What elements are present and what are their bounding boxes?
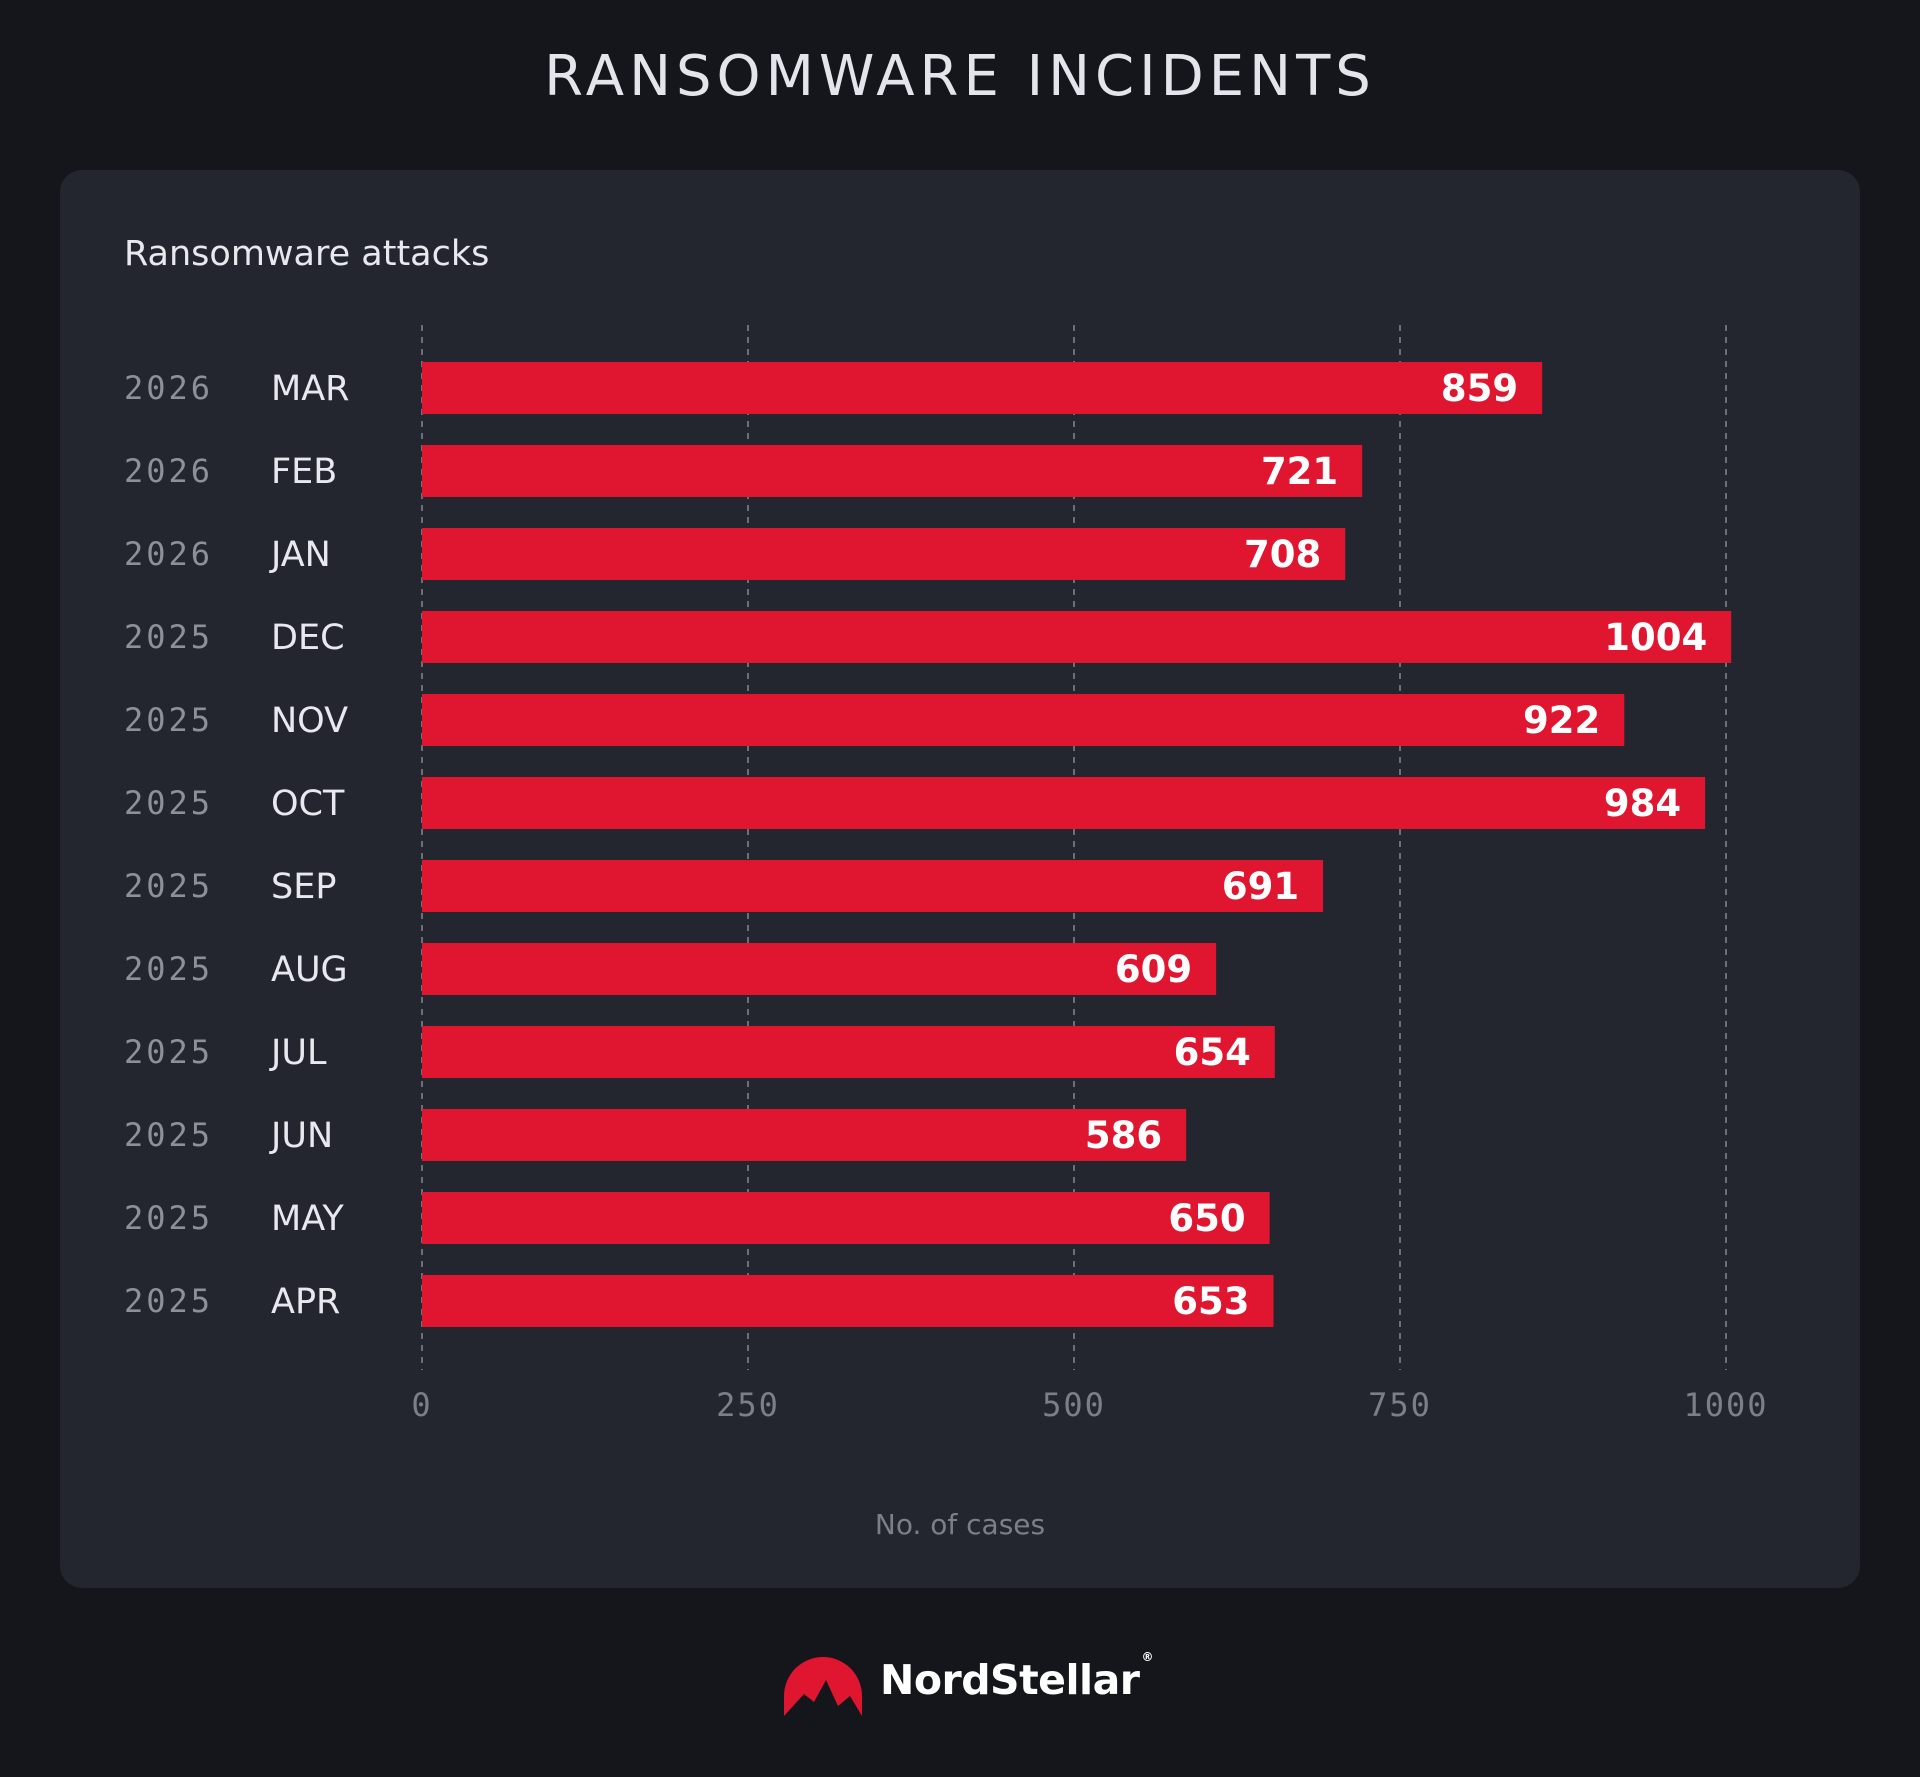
x-tick-label: 750: [1368, 1386, 1432, 1424]
month-label: JAN: [269, 535, 331, 575]
year-label: 2025: [124, 618, 213, 656]
mountain-peak-icon: [784, 1657, 862, 1716]
bar: [422, 777, 1706, 829]
year-label: 2025: [124, 1116, 213, 1154]
year-label: 2025: [124, 950, 213, 988]
brand-logo: NordStellar ®: [780, 1644, 1153, 1716]
x-tick-label: 250: [716, 1386, 780, 1424]
bar: [422, 1109, 1187, 1161]
data-label: 653: [1172, 1280, 1249, 1323]
month-label: APR: [271, 1282, 340, 1322]
data-label: 654: [1174, 1031, 1251, 1074]
x-axis-label: No. of cases: [874, 1508, 1046, 1541]
bar: [422, 694, 1625, 746]
month-label: NOV: [271, 701, 348, 741]
month-label: SEP: [271, 867, 336, 907]
month-label: AUG: [271, 950, 348, 990]
page-title: RANSOMWARE INCIDENTS: [544, 44, 1376, 109]
year-label: 2025: [124, 1199, 213, 1237]
x-tick-label: 0: [411, 1386, 432, 1424]
data-label: 922: [1523, 699, 1600, 742]
year-label: 2025: [124, 867, 213, 905]
data-label: 1004: [1604, 616, 1707, 659]
month-label: JUL: [269, 1033, 327, 1073]
bar: [422, 1275, 1274, 1327]
data-label: 984: [1604, 782, 1681, 825]
chart-subtitle: Ransomware attacks: [124, 234, 490, 274]
month-label: OCT: [271, 784, 345, 824]
data-label: 721: [1261, 450, 1338, 493]
month-label: MAY: [271, 1199, 344, 1239]
year-label: 2025: [124, 701, 213, 739]
bar: [422, 1026, 1275, 1078]
month-label: FEB: [271, 452, 337, 492]
data-label: 586: [1085, 1114, 1162, 1157]
data-label: 708: [1244, 533, 1321, 576]
year-label: 2025: [124, 1282, 213, 1320]
data-label: 609: [1115, 948, 1192, 991]
data-label: 650: [1168, 1197, 1245, 1240]
year-label: 2026: [124, 452, 213, 490]
bar: [422, 611, 1732, 663]
bar: [422, 362, 1543, 414]
data-label: 691: [1222, 865, 1299, 908]
brand-name: NordStellar ®: [880, 1650, 1153, 1704]
month-label: DEC: [271, 618, 345, 658]
year-label: 2026: [124, 535, 213, 573]
x-tick-label: 1000: [1683, 1386, 1768, 1424]
bar: [422, 528, 1346, 580]
year-label: 2026: [124, 369, 213, 407]
year-label: 2025: [124, 784, 213, 822]
year-label: 2025: [124, 1033, 213, 1071]
bar: [422, 943, 1217, 995]
x-tick-label: 500: [1042, 1386, 1106, 1424]
bar: [422, 860, 1324, 912]
month-label: MAR: [271, 369, 349, 409]
month-label: JUN: [269, 1116, 333, 1156]
bar: [422, 445, 1363, 497]
data-label: 859: [1441, 367, 1518, 410]
bar: [422, 1192, 1270, 1244]
